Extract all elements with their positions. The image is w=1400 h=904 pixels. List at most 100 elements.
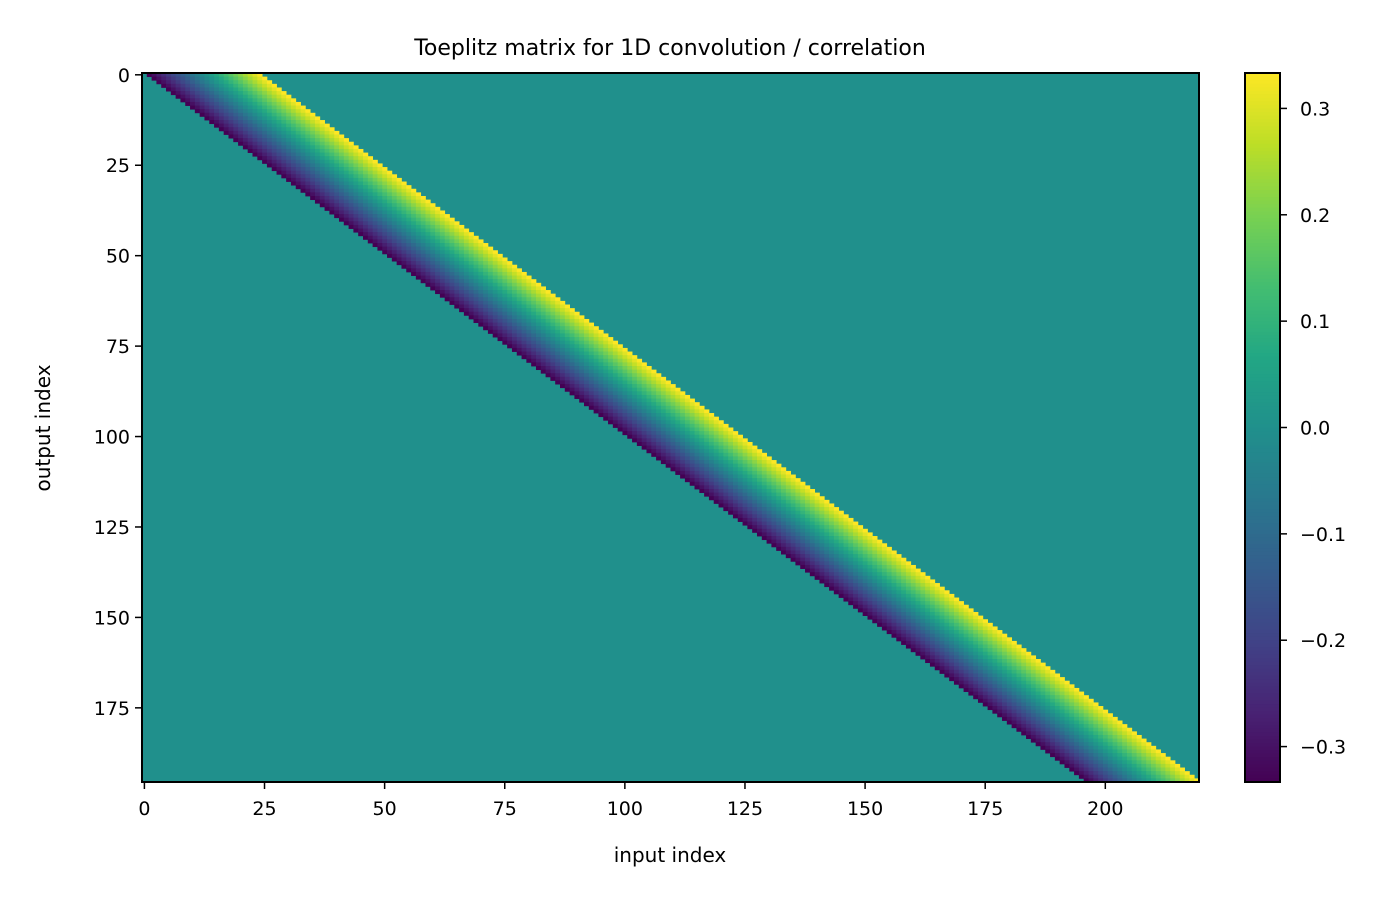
heatmap-cell [982, 659, 988, 664]
heatmap-cell [675, 438, 681, 443]
heatmap-cell [271, 156, 277, 161]
heatmap-cell [612, 409, 619, 414]
heatmap-cell [756, 488, 763, 494]
heatmap-cell [540, 369, 546, 374]
heatmap-cell [487, 322, 494, 327]
heatmap-cell [829, 543, 835, 548]
heatmap-cell [905, 561, 912, 566]
heatmap-cell [1059, 756, 1065, 761]
heatmap-cell [925, 659, 931, 664]
heatmap-cell [833, 550, 840, 555]
heatmap-cell [896, 622, 902, 627]
heatmap-cell [247, 148, 253, 153]
heatmap-cell [535, 304, 542, 309]
heatmap-cell [290, 167, 297, 172]
heatmap-cell [175, 73, 181, 78]
heatmap-cell [973, 648, 979, 653]
heatmap-cell [689, 416, 695, 421]
heatmap-cell [968, 666, 974, 671]
heatmap-cell [310, 127, 316, 132]
heatmap-cell [511, 337, 518, 342]
heatmap-cell [358, 163, 364, 168]
heatmap-cell [603, 347, 609, 352]
heatmap-cell [588, 358, 595, 363]
heatmap-cell [430, 271, 436, 276]
heatmap-cell [574, 329, 580, 334]
heatmap-cell [689, 456, 695, 461]
heatmap-cell [901, 590, 907, 595]
heatmap-cell [367, 206, 374, 211]
heatmap-cell [1059, 749, 1065, 754]
heatmap-cell [478, 264, 484, 269]
heatmap-cell [415, 206, 422, 211]
heatmap-cell [656, 452, 662, 457]
heatmap-cell [420, 246, 426, 251]
heatmap-cell [1069, 695, 1075, 700]
heatmap-cell [228, 109, 234, 114]
heatmap-cell [905, 604, 912, 609]
heatmap-cell [257, 130, 263, 135]
heatmap-cell [1150, 763, 1157, 768]
colorbar-segment [1245, 260, 1280, 265]
heatmap-cell [761, 470, 767, 475]
heatmap-cell [665, 387, 671, 392]
heatmap-cell [756, 470, 763, 475]
heatmap-cell [881, 608, 888, 613]
heatmap-cell [675, 449, 681, 454]
heatmap-cell [281, 163, 287, 168]
heatmap-cell [295, 127, 301, 132]
heatmap-cell [560, 362, 566, 367]
heatmap-cell [372, 239, 378, 244]
heatmap-cell [1102, 734, 1109, 739]
heatmap-cell [872, 593, 878, 598]
heatmap-cell [1040, 713, 1046, 718]
heatmap-cell [1021, 655, 1027, 660]
heatmap-cell [997, 630, 1003, 635]
heatmap-cell [343, 181, 349, 186]
x-tick-label: 0 [138, 798, 150, 820]
heatmap-cell [953, 633, 960, 638]
heatmap-cell [920, 615, 926, 620]
heatmap-cell [670, 434, 676, 439]
heatmap-cell [680, 405, 686, 410]
heatmap-cell [338, 206, 345, 211]
heatmap-cell [1011, 695, 1017, 700]
heatmap-cell [929, 630, 936, 635]
heatmap-cell [838, 561, 844, 566]
heatmap-cell [555, 329, 561, 334]
heatmap-cell [713, 434, 719, 439]
heatmap-cell [411, 257, 417, 262]
heatmap-cell [194, 109, 201, 114]
heatmap-cell [305, 156, 311, 161]
heatmap-cell [324, 203, 330, 208]
heatmap-cell [747, 460, 753, 465]
heatmap-cell [300, 130, 306, 135]
colorbar-segment [1245, 296, 1280, 301]
heatmap-cell [459, 243, 465, 248]
heatmap-cell [521, 315, 527, 320]
heatmap-cell [771, 521, 777, 526]
heatmap-cell [1093, 702, 1099, 707]
heatmap-cell [238, 141, 244, 146]
heatmap-cell [199, 83, 205, 88]
heatmap-cell [829, 568, 835, 573]
heatmap-cell [776, 543, 782, 548]
heatmap-cell [314, 127, 321, 132]
heatmap-cell [694, 409, 700, 414]
heatmap-cell [1040, 695, 1046, 700]
heatmap-cell [1050, 695, 1056, 700]
heatmap-cell [920, 655, 926, 660]
heatmap-cell [1006, 677, 1013, 682]
heatmap-cell [1011, 677, 1017, 682]
heatmap-cell [617, 369, 623, 374]
colorbar-segment [1245, 689, 1280, 694]
heatmap-cell [853, 564, 859, 569]
heatmap-cell [776, 539, 782, 544]
heatmap-cell [334, 152, 340, 157]
heatmap-cell [492, 293, 498, 298]
heatmap-cell [492, 264, 498, 269]
heatmap-cell [795, 554, 801, 559]
colorbar-segment [1245, 526, 1280, 531]
heatmap-cell [958, 666, 964, 671]
heatmap-cell [973, 637, 979, 642]
